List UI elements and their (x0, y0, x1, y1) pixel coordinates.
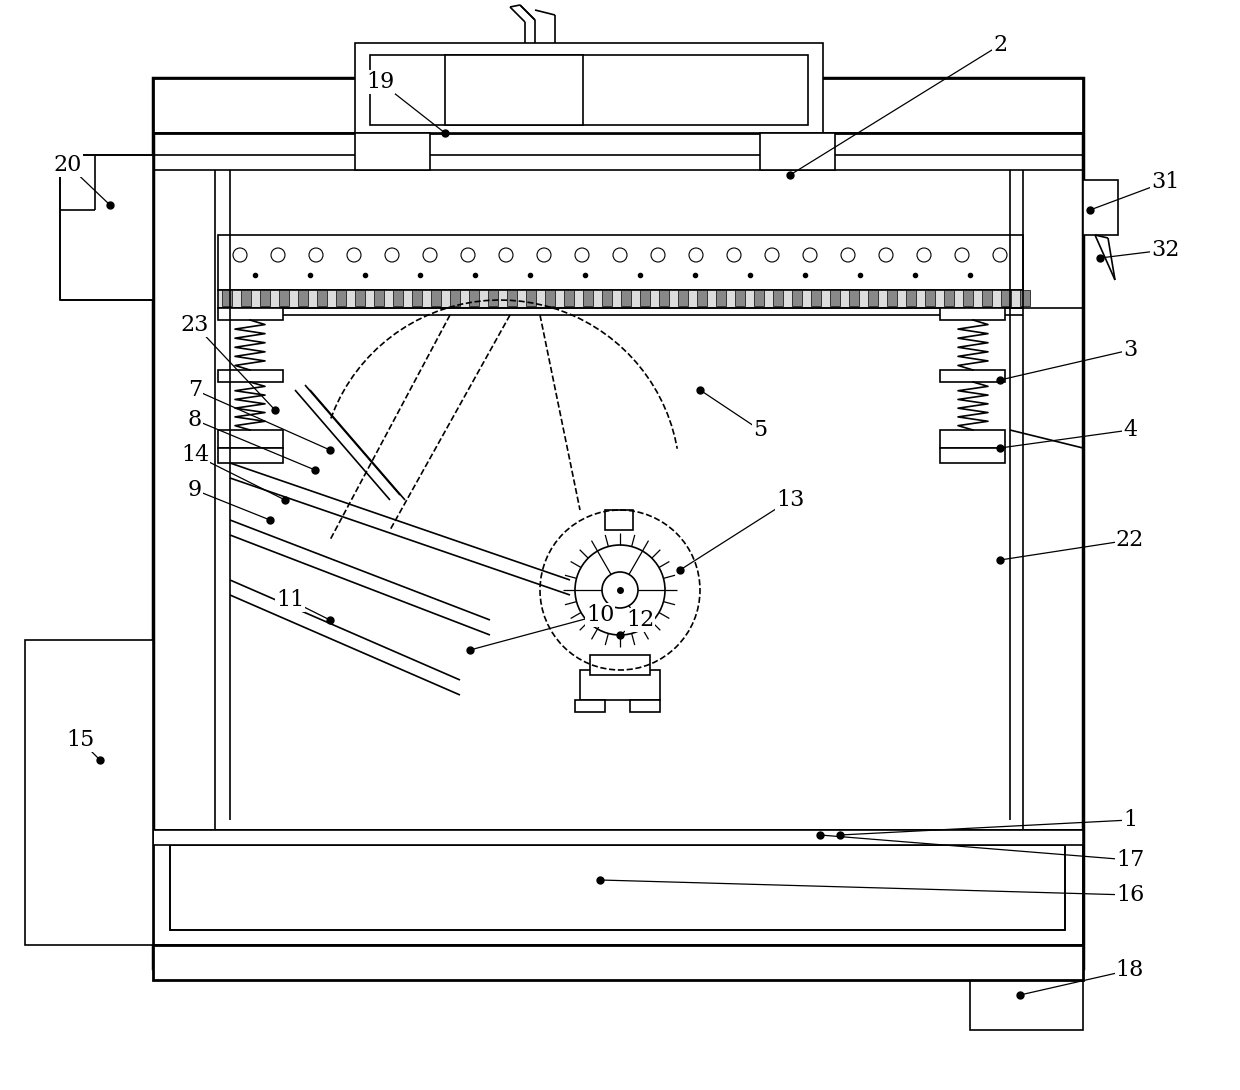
Bar (887, 290, 897, 306)
Bar (601, 290, 613, 306)
Bar (658, 290, 670, 306)
Bar (153, 829, 1083, 945)
Bar (1021, 290, 1030, 306)
Text: 4: 4 (1123, 419, 1137, 441)
Bar (868, 290, 878, 306)
Text: 3: 3 (1123, 339, 1137, 361)
Bar (279, 290, 289, 306)
Bar (564, 290, 574, 306)
Bar (735, 290, 745, 306)
Bar (170, 845, 1065, 930)
Text: 2: 2 (993, 34, 1007, 56)
Bar (222, 290, 232, 306)
Text: 18: 18 (1116, 959, 1145, 981)
Bar (355, 290, 365, 306)
Text: 14: 14 (181, 444, 210, 467)
Bar (963, 290, 973, 306)
Text: 17: 17 (1116, 849, 1145, 871)
Bar (773, 290, 782, 306)
Text: 20: 20 (53, 154, 82, 175)
Text: 12: 12 (626, 609, 655, 631)
Text: 1: 1 (1123, 809, 1137, 831)
Bar (336, 290, 346, 306)
Bar (830, 290, 839, 306)
Bar (546, 290, 556, 306)
Text: 19: 19 (366, 71, 394, 93)
Text: 31: 31 (1151, 171, 1179, 193)
Bar (469, 290, 479, 306)
Bar (640, 290, 650, 306)
Text: 13: 13 (776, 489, 805, 511)
Bar (940, 308, 1004, 320)
Bar (697, 290, 707, 306)
Bar (298, 290, 308, 306)
Text: 15: 15 (66, 729, 94, 751)
Bar (374, 290, 384, 306)
Bar (575, 700, 605, 712)
Bar (218, 448, 283, 463)
Bar (811, 290, 821, 306)
Text: 11: 11 (275, 589, 304, 611)
Text: 9: 9 (188, 479, 202, 501)
Bar (153, 829, 1083, 845)
Bar (218, 308, 283, 320)
Bar (153, 78, 1083, 133)
Text: 5: 5 (753, 419, 768, 441)
Text: 10: 10 (585, 604, 614, 626)
Bar (260, 290, 270, 306)
Bar (507, 290, 517, 306)
Bar (355, 133, 430, 170)
Bar (393, 290, 403, 306)
Bar (849, 290, 859, 306)
Bar (583, 290, 593, 306)
Bar (412, 290, 422, 306)
Bar (170, 845, 1065, 930)
Bar (944, 290, 954, 306)
Bar (25, 640, 153, 945)
Bar (218, 370, 283, 382)
Bar (60, 155, 153, 300)
Bar (630, 700, 660, 712)
Bar (605, 510, 632, 530)
Bar (970, 965, 1083, 1030)
Text: 16: 16 (1116, 884, 1145, 906)
Bar (940, 429, 1004, 448)
Bar (678, 290, 688, 306)
Bar (445, 54, 583, 125)
Bar (317, 290, 327, 306)
Bar (1083, 180, 1118, 235)
Text: 32: 32 (1151, 239, 1179, 261)
Bar (489, 290, 498, 306)
Bar (760, 133, 835, 170)
Bar (906, 290, 916, 306)
Text: 7: 7 (188, 379, 202, 401)
Bar (715, 290, 725, 306)
Bar (940, 370, 1004, 382)
Bar (218, 290, 1023, 308)
Bar (754, 290, 764, 306)
Bar (580, 670, 660, 700)
Text: 8: 8 (188, 409, 202, 431)
Bar (590, 655, 650, 675)
Bar (621, 290, 631, 306)
Bar (218, 429, 283, 448)
Bar (432, 290, 441, 306)
Bar (940, 448, 1004, 463)
Text: 22: 22 (1116, 529, 1145, 552)
Bar (218, 235, 1023, 290)
Bar (153, 945, 1083, 980)
Bar (982, 290, 992, 306)
Bar (526, 290, 536, 306)
Bar (241, 290, 250, 306)
Bar (792, 290, 802, 306)
Bar (355, 43, 823, 133)
Bar (153, 829, 1083, 945)
Bar (370, 54, 808, 125)
Text: 23: 23 (181, 314, 210, 336)
Bar (450, 290, 460, 306)
Bar (925, 290, 935, 306)
Bar (1001, 290, 1011, 306)
Bar (153, 78, 1083, 968)
